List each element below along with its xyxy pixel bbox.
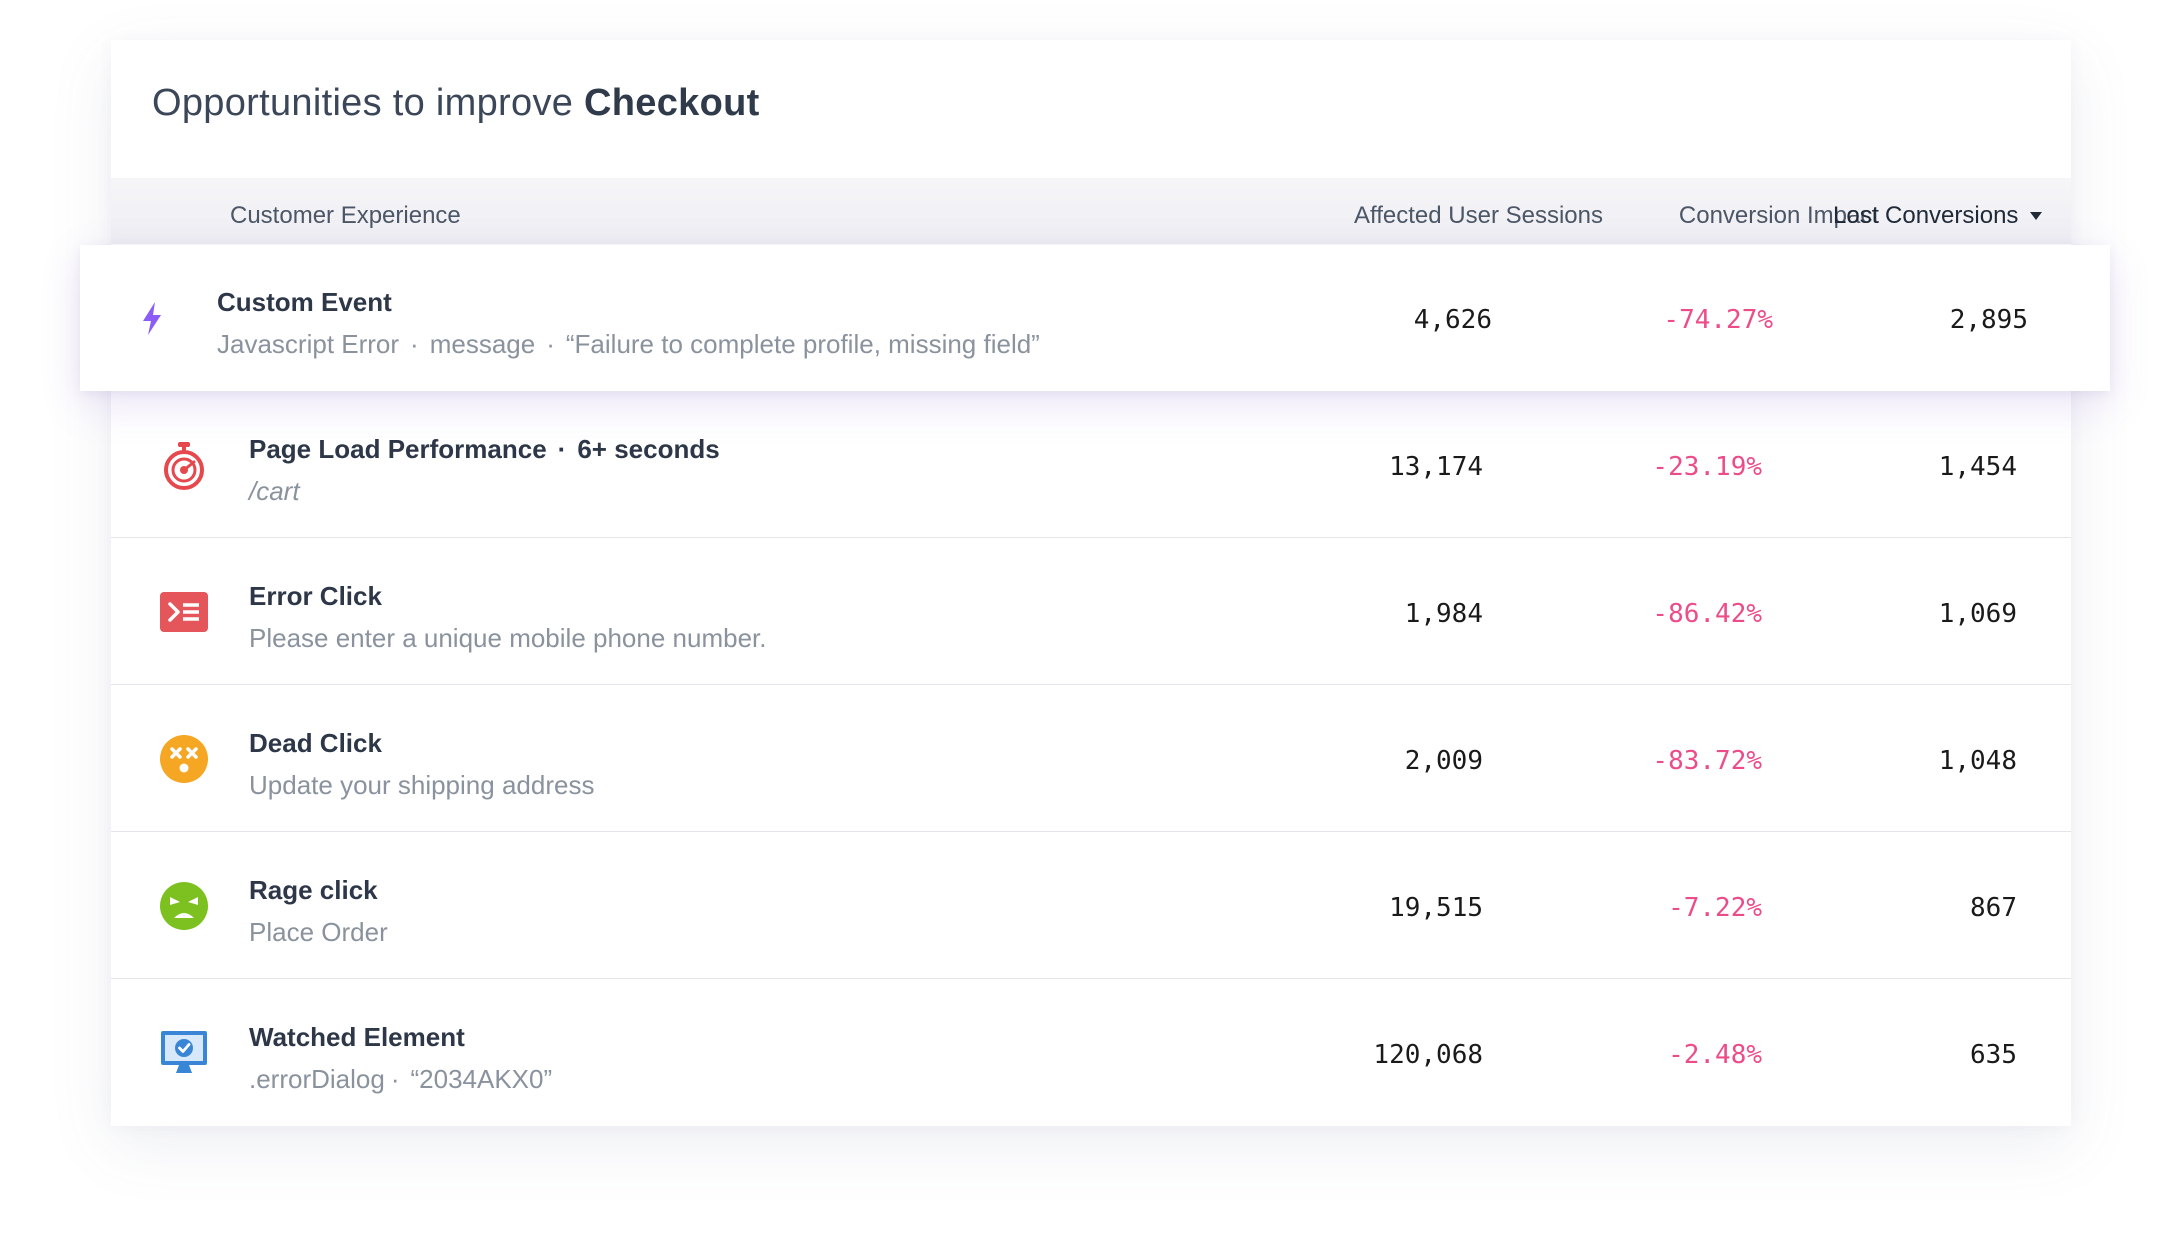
row-detail: .errorDialog · “2034AKX0” <box>249 1064 553 1094</box>
table-row-page-load-performance[interactable]: Page Load Performance · 6+ seconds /cart 1… <box>111 392 2071 538</box>
affected-sessions-value: 19,515 <box>1389 893 1483 923</box>
row-name: Rage click <box>249 875 378 905</box>
row-detail: Update your shipping address <box>249 770 595 800</box>
column-header-conversion-impact[interactable]: Conversion Impact <box>1678 202 1879 229</box>
column-header-customer-experience[interactable]: Customer Experience <box>230 202 461 229</box>
conversion-impact-value: -23.19% <box>1652 452 1762 482</box>
conversion-impact-value: -2.48% <box>1668 1040 1762 1070</box>
affected-sessions-value: 1,984 <box>1404 599 1483 629</box>
column-header-lost-label: Lost Conversions <box>1833 202 2019 229</box>
conversion-impact-value: -74.27% <box>1663 305 1773 335</box>
row-detail: Place Order <box>249 917 388 947</box>
affected-sessions-value: 2,009 <box>1404 746 1483 776</box>
angry-face-icon <box>156 878 212 934</box>
table-row-rage-click[interactable]: Rage click Place Order 19,515 -7.22% 867 <box>111 833 2071 979</box>
row-detail-part: .errorDialog <box>249 1064 385 1094</box>
row-detail: Javascript Error · message · “Failure to com… <box>217 329 1040 359</box>
table-header: Customer Experience Affected User Sessio… <box>111 178 2071 244</box>
affected-sessions-value: 4,626 <box>1413 305 1492 335</box>
lost-conversions-value: 1,069 <box>1938 599 2017 629</box>
row-name-threshold: 6+ seconds <box>577 434 720 464</box>
stopwatch-icon <box>156 437 212 493</box>
row-detail-part: Javascript Error <box>217 329 400 359</box>
title-prefix: Opportunities to improve <box>152 82 574 124</box>
row-detail: Please enter a unique mobile phone numbe… <box>249 623 767 653</box>
column-header-affected-user-sessions[interactable]: Affected User Sessions <box>1353 202 1603 229</box>
sort-descending-icon <box>2030 212 2043 220</box>
monitor-check-icon <box>156 1025 212 1081</box>
conversion-impact-value: -83.72% <box>1652 746 1762 776</box>
table-row-custom-event[interactable]: Custom Event Javascript Error · message · “F… <box>80 245 2110 391</box>
row-detail-part: message <box>429 329 536 359</box>
conversion-impact-value: -7.22% <box>1668 893 1762 923</box>
lightning-icon <box>124 290 180 346</box>
affected-sessions-value: 13,174 <box>1389 452 1483 482</box>
row-name: Watched Element <box>249 1022 465 1052</box>
title-funnel-name: Checkout <box>584 82 760 124</box>
lost-conversions-value: 635 <box>1970 1040 2017 1070</box>
page-title: Opportunities to improve Checkout <box>152 82 760 125</box>
lost-conversions-value: 2,895 <box>1949 305 2028 335</box>
table-row-dead-click[interactable]: Dead Click Update your shipping address … <box>111 686 2071 832</box>
table-row-error-click[interactable]: Error Click Please enter a unique mobile… <box>111 539 2071 685</box>
row-name-text: Page Load Performance <box>249 434 547 464</box>
lost-conversions-value: 1,048 <box>1938 746 2017 776</box>
affected-sessions-value: 120,068 <box>1373 1040 1483 1070</box>
row-name: Error Click <box>249 581 382 611</box>
row-name: Page Load Performance · 6+ seconds <box>249 434 720 464</box>
column-header-lost-conversions[interactable]: Lost Conversions <box>1833 202 2043 230</box>
table-row-watched-element[interactable]: Watched Element .errorDialog · “2034AKX0” … <box>111 980 2071 1126</box>
lost-conversions-value: 867 <box>1970 893 2017 923</box>
row-detail-part: “2034AKX0” <box>410 1064 553 1094</box>
terminal-error-icon <box>156 584 212 640</box>
dead-face-icon <box>156 731 212 787</box>
conversion-impact-value: -86.42% <box>1652 599 1762 629</box>
row-name: Dead Click <box>249 728 382 758</box>
row-detail-part: “Failure to complete profile, missing fi… <box>565 329 1040 359</box>
lost-conversions-value: 1,454 <box>1938 452 2017 482</box>
row-name: Custom Event <box>217 287 392 317</box>
row-detail: /cart <box>249 476 300 506</box>
